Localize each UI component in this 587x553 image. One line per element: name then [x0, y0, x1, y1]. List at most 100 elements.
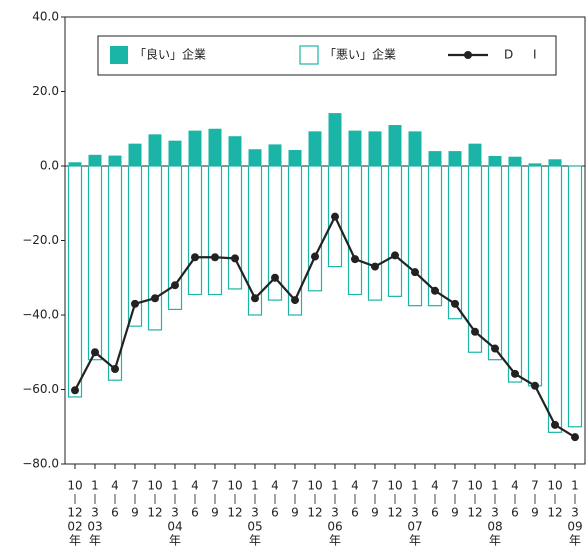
legend-label: 「良い」企業 [134, 47, 206, 62]
bar [307, 165, 323, 292]
point [271, 273, 279, 282]
point [451, 299, 459, 308]
year-label: 04 [167, 520, 182, 534]
x-tick-label: 1 [571, 479, 579, 493]
x-tick-label: 9 [371, 506, 379, 520]
bar [267, 165, 283, 301]
point [551, 420, 559, 429]
bar [68, 162, 82, 166]
y-tick-label: −20.0 [22, 233, 59, 247]
bar [228, 136, 242, 166]
year-label: 年 [569, 534, 581, 548]
point [411, 268, 419, 277]
year-label: 09 [567, 520, 582, 534]
year-label: 年 [169, 534, 181, 548]
bar [548, 159, 562, 166]
x-tick-label: 7 [451, 479, 459, 493]
y-tick-label: 0.0 [40, 159, 59, 173]
point [531, 381, 539, 390]
x-tick-label: 9 [531, 506, 539, 520]
x-tick-label: 6 [111, 506, 119, 520]
legend-label: 「悪い」企業 [324, 47, 396, 62]
x-tick-label: 7 [211, 479, 219, 493]
x-tick-label: 9 [131, 506, 139, 520]
y-tick-label: −60.0 [22, 382, 59, 396]
x-tick-label: 10 [387, 479, 402, 493]
bar [528, 163, 542, 166]
x-tick-label: 3 [331, 506, 339, 520]
plot-frame [64, 16, 586, 465]
x-tick-label: 3 [411, 506, 419, 520]
year-label: 年 [329, 534, 341, 548]
y-tick-label: 20.0 [32, 84, 59, 98]
bar [67, 165, 83, 398]
x-tick-label: 10 [547, 479, 562, 493]
legend-swatch [110, 46, 128, 64]
x-tick-label: 6 [271, 506, 279, 520]
bar [188, 130, 202, 166]
x-tick-label: 6 [351, 506, 359, 520]
point [471, 327, 479, 336]
bar [467, 165, 483, 353]
x-tick-label: 1 [491, 479, 499, 493]
bar [547, 165, 563, 433]
bar [287, 165, 303, 316]
year-label: 年 [69, 534, 81, 548]
bar [247, 165, 263, 316]
x-tick-label: 1 [331, 479, 339, 493]
bar [468, 143, 482, 166]
x-tick-label: 10 [467, 479, 482, 493]
point [151, 294, 159, 303]
x-tick-label: 3 [91, 506, 99, 520]
legend-swatch [464, 51, 472, 59]
bar [268, 144, 282, 166]
x-tick-label: 10 [227, 479, 242, 493]
bar [447, 165, 463, 320]
bar [227, 165, 243, 290]
x-tick-label: 12 [307, 506, 322, 520]
point [351, 255, 359, 264]
bar [128, 143, 142, 166]
year-label: 05 [247, 520, 262, 534]
bar [87, 165, 103, 361]
year-label: 03 [87, 520, 102, 534]
x-tick-label: 12 [227, 506, 242, 520]
x-tick-label: 12 [547, 506, 562, 520]
point [191, 253, 199, 262]
bar [368, 131, 382, 166]
bar [387, 165, 403, 297]
bar [407, 165, 423, 307]
x-tick-label: 7 [291, 479, 299, 493]
bar [308, 131, 322, 166]
year-label: 07 [407, 520, 422, 534]
bar [348, 130, 362, 166]
y-tick-label: −80.0 [22, 457, 59, 471]
x-tick-label: 9 [211, 506, 219, 520]
year-label: 年 [409, 534, 421, 548]
point [291, 296, 299, 305]
x-tick-label: 10 [307, 479, 322, 493]
bar [88, 154, 102, 166]
bar [127, 165, 143, 327]
point [391, 251, 399, 260]
point [111, 365, 119, 374]
year-label: 02 [67, 520, 82, 534]
bar [487, 165, 503, 361]
point [431, 286, 439, 295]
legend-label: D I [504, 48, 545, 62]
bar [147, 165, 163, 331]
year-label: 年 [89, 534, 101, 548]
bar [208, 128, 222, 166]
x-tick-label: 6 [431, 506, 439, 520]
point [371, 262, 379, 271]
x-tick-label: 4 [111, 479, 119, 493]
bar [408, 131, 422, 166]
x-tick-label: 9 [451, 506, 459, 520]
bar [168, 140, 182, 166]
point [91, 348, 99, 357]
point [311, 252, 319, 261]
point [511, 369, 519, 378]
bar [187, 165, 203, 296]
bar [388, 125, 402, 166]
